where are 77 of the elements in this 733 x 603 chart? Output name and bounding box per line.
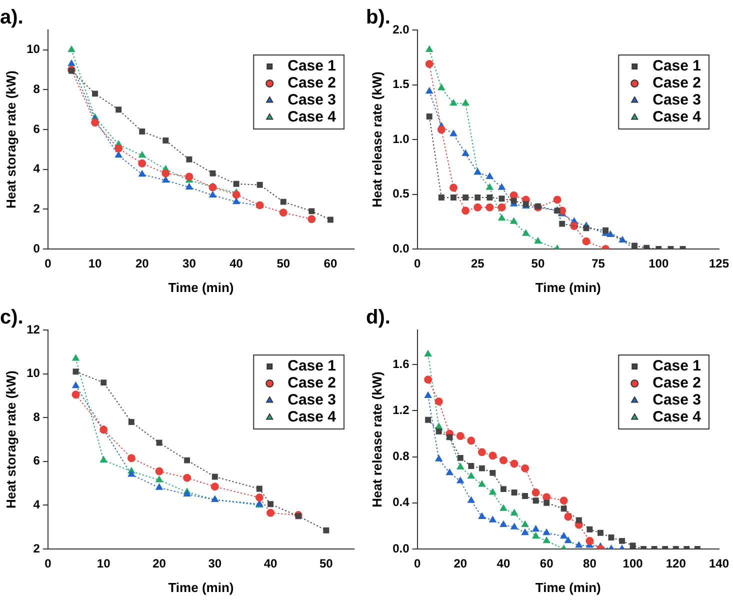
y-tick-label: 0.0	[392, 241, 410, 256]
x-tick-label: 50	[319, 556, 334, 571]
legend-label: Case 3	[652, 92, 701, 109]
y-tick-label: 2.0	[392, 22, 410, 36]
x-axis-title: Time (min)	[535, 280, 601, 295]
x-tick-label: 80	[583, 556, 597, 571]
y-tick-label: 4	[33, 498, 40, 512]
x-tick-label: 20	[135, 256, 150, 271]
x-tick-label: 20	[152, 556, 166, 571]
y-tick-label: 10	[26, 366, 40, 380]
x-tick-label: 140	[708, 556, 730, 571]
y-tick-label: 0.0	[392, 541, 410, 556]
x-tick-label: 60	[540, 556, 554, 571]
x-tick-label: 75	[592, 256, 606, 271]
y-tick-label: 8	[33, 82, 40, 96]
legend-label: Case 2	[652, 74, 701, 92]
x-tick-label: 100	[622, 556, 644, 571]
y-tick-label: 6	[33, 122, 40, 136]
y-tick-label: 10	[26, 42, 40, 56]
legend-label: Case 3	[288, 392, 336, 409]
legend-label: Case 1	[288, 58, 336, 75]
x-tick-label: 40	[496, 556, 510, 571]
legend-label: Case 2	[288, 374, 336, 392]
legend-label: Case 1	[652, 58, 701, 75]
chart-title: d).	[366, 306, 390, 329]
y-tick-label: 0	[33, 241, 40, 256]
y-axis-title: Heat release rate (kW)	[369, 372, 384, 508]
x-axis-title: Time (min)	[535, 580, 601, 595]
x-tick-label: 40	[264, 556, 278, 571]
y-axis-title: Heat storage rate (kW)	[3, 70, 18, 208]
x-tick-label: 10	[96, 556, 111, 571]
x-tick-label: 25	[470, 256, 485, 271]
y-tick-label: 1.2	[392, 402, 410, 417]
y-tick-label: 12	[26, 322, 40, 336]
x-tick-label: 10	[88, 256, 102, 271]
x-tick-label: 20	[454, 556, 468, 571]
x-tick-label: 30	[182, 256, 196, 271]
x-tick-label: 125	[708, 256, 730, 271]
y-tick-label: 4	[33, 162, 40, 176]
legend-label: Case 3	[652, 392, 701, 409]
x-tick-label: 50	[276, 256, 290, 271]
chart-title: a).	[0, 6, 24, 29]
y-axis-title: Heat release rate (kW)	[369, 72, 384, 208]
x-tick-label: 30	[208, 556, 222, 571]
chart-title: b).	[366, 6, 390, 29]
legend-label: Case 1	[652, 358, 701, 375]
y-axis-title: Heat storage rate (kW)	[3, 370, 18, 508]
legend-label: Case 4	[288, 408, 337, 426]
chart-title: c).	[0, 306, 24, 329]
x-tick-label: 50	[531, 256, 545, 271]
legend-label: Case 4	[288, 108, 337, 126]
x-tick-label: 0	[414, 556, 421, 571]
legend-label: Case 3	[288, 92, 336, 109]
y-tick-label: 6	[33, 454, 40, 468]
legend-label: Case 1	[288, 358, 336, 375]
legend-label: Case 2	[652, 374, 701, 392]
legend-label: Case 4	[652, 408, 702, 426]
x-tick-label: 120	[666, 556, 686, 571]
x-tick-label: 0	[44, 556, 52, 571]
x-tick-label: 40	[230, 256, 244, 271]
x-tick-label: 0	[414, 256, 421, 271]
y-tick-label: 1.5	[392, 77, 410, 92]
y-tick-label: 8	[33, 410, 40, 424]
x-axis-title: Time (min)	[168, 280, 234, 295]
y-tick-label: 2	[33, 541, 40, 556]
y-tick-label: 1.6	[392, 356, 410, 371]
x-tick-label: 0	[44, 256, 52, 271]
y-tick-label: 2	[33, 201, 40, 216]
x-tick-label: 60	[324, 256, 338, 271]
legend-label: Case 2	[288, 74, 336, 92]
x-tick-label: 100	[648, 256, 669, 271]
y-tick-label: 0.4	[392, 495, 410, 510]
y-tick-label: 0.5	[392, 186, 410, 201]
y-tick-label: 1.0	[392, 132, 410, 146]
legend-label: Case 4	[652, 108, 702, 126]
y-tick-label: 0.8	[392, 449, 410, 464]
x-axis-title: Time (min)	[168, 580, 234, 595]
